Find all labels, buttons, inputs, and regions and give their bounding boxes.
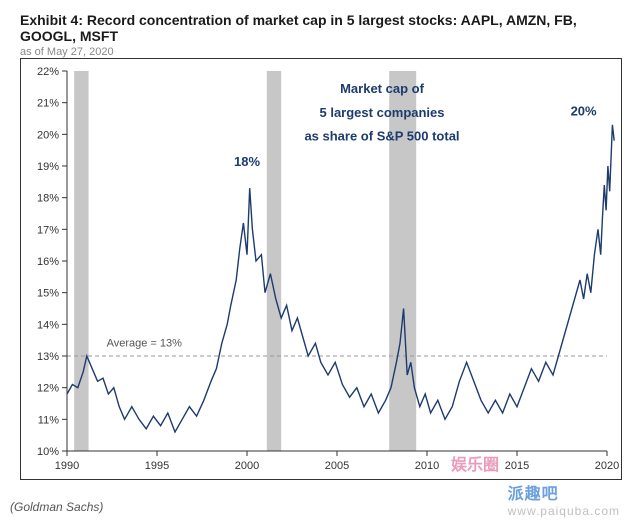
concentration-line [67, 125, 614, 432]
average-label: Average = 13% [107, 338, 183, 350]
chart-container: Average = 13% 10% 11% 12% 13% 14% 15% 16% 17% 18%… [20, 58, 622, 480]
y-tick-label: 17% [37, 224, 59, 236]
y-tick-label: 19% [37, 161, 59, 173]
x-tick-label: 1990 [55, 460, 79, 472]
line-chart: Average = 13% 10% 11% 12% 13% 14% 15% 16% 17% 18%… [21, 59, 621, 479]
watermark-text: 派趣吧 www.paiquba.com [508, 480, 620, 518]
chart-subtitle: as of May 27, 2020 [20, 46, 620, 58]
x-tick-label: 2000 [235, 460, 259, 472]
chart-title: Exhibit 4: Record concentration of marke… [20, 12, 620, 44]
y-tick-label: 21% [37, 98, 59, 110]
recession-band [74, 71, 88, 451]
peak-callout: 18% [234, 154, 260, 169]
y-tick-label: 12% [37, 383, 59, 395]
y-tick-label: 13% [37, 351, 59, 363]
x-tick-label: 2020 [595, 460, 619, 472]
y-tick-label: 16% [37, 256, 59, 268]
y-tick-label: 20% [37, 129, 59, 141]
x-tick-label: 1995 [145, 460, 169, 472]
x-tick-label: 2005 [325, 460, 349, 472]
y-tick-label: 15% [37, 288, 59, 300]
chart-header: Exhibit 4: Record concentration of marke… [0, 0, 640, 62]
y-tick-label: 14% [37, 319, 59, 331]
recession-band [267, 71, 281, 451]
source-attribution: (Goldman Sachs) [10, 500, 103, 514]
watermark-logo: 娱乐圈 [430, 451, 520, 486]
chart-annotation-line: Market cap of [340, 81, 424, 96]
y-tick-label: 18% [37, 193, 59, 205]
y-tick-label: 22% [37, 66, 59, 78]
y-tick-label: 11% [38, 414, 59, 426]
chart-annotation-line: 5 largest companies [320, 105, 445, 120]
peak-callout: 20% [571, 103, 597, 118]
chart-annotation-line: as share of S&P 500 total [304, 129, 459, 144]
y-tick-label: 10% [37, 446, 59, 458]
